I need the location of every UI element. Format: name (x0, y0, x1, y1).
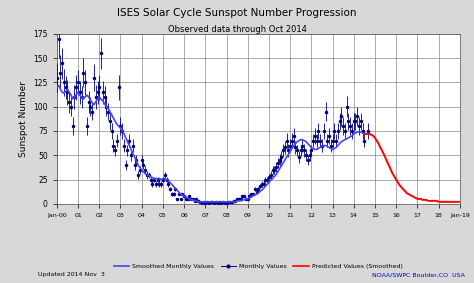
Predicted Values (Smoothed) (399, 186, 404, 189)
Smoothed Monthly Values (233, 200, 238, 203)
Predicted Values (Smoothed) (436, 200, 441, 203)
Predicted Values (Smoothed) (418, 197, 424, 201)
Predicted Values (Smoothed) (362, 132, 367, 136)
Text: NOAA/SWPC Boulder,CO  USA: NOAA/SWPC Boulder,CO USA (372, 272, 465, 277)
Smoothed Monthly Values (365, 132, 371, 136)
Y-axis label: Sunspot Number: Sunspot Number (19, 81, 28, 157)
Line: Smoothed Monthly Values: Smoothed Monthly Values (57, 85, 368, 202)
Smoothed Monthly Values (195, 200, 201, 203)
Smoothed Monthly Values (82, 95, 88, 99)
Smoothed Monthly Values (346, 136, 351, 140)
Line: Predicted Values (Smoothed): Predicted Values (Smoothed) (365, 134, 460, 202)
Smoothed Monthly Values (56, 84, 62, 87)
Text: Updated 2014 Nov  3: Updated 2014 Nov 3 (38, 272, 105, 277)
Predicted Values (Smoothed) (420, 198, 426, 201)
Legend: Smoothed Monthly Values, Monthly Values, Predicted Values (Smoothed): Smoothed Monthly Values, Monthly Values,… (111, 261, 405, 272)
Predicted Values (Smoothed) (457, 200, 463, 203)
Smoothed Monthly Values (54, 86, 60, 89)
Smoothed Monthly Values (70, 97, 76, 101)
Predicted Values (Smoothed) (379, 149, 385, 152)
Smoothed Monthly Values (158, 178, 164, 181)
Text: ISES Solar Cycle Sunspot Number Progression: ISES Solar Cycle Sunspot Number Progress… (117, 8, 357, 18)
Text: Observed data through Oct 2014: Observed data through Oct 2014 (168, 25, 306, 35)
Predicted Values (Smoothed) (427, 199, 432, 203)
Predicted Values (Smoothed) (415, 197, 420, 201)
Smoothed Monthly Values (107, 110, 113, 113)
